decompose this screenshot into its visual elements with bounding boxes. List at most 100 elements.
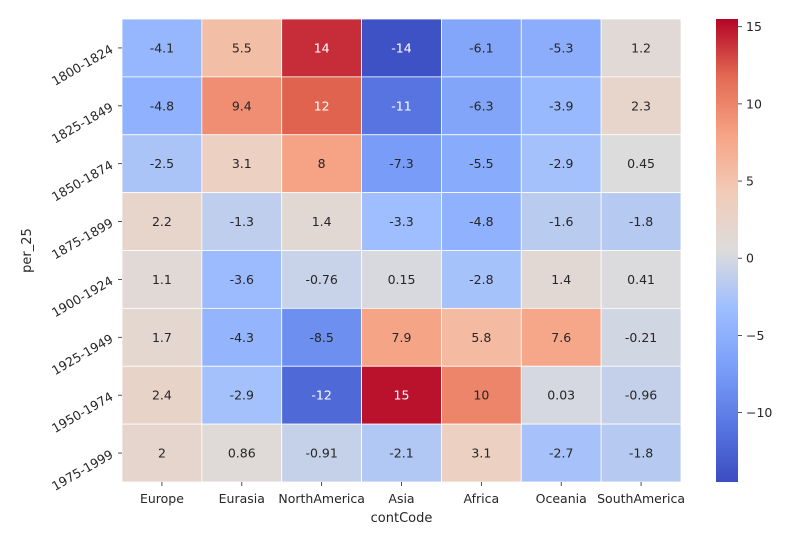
cell-value-label: -2.8 bbox=[469, 272, 493, 287]
cell-value-label: -3.9 bbox=[549, 98, 573, 113]
heatmap-cell bbox=[520, 76, 602, 136]
heatmap-cell bbox=[520, 134, 602, 194]
cell-value-label: -3.6 bbox=[230, 272, 254, 287]
heatmap-cell bbox=[520, 18, 602, 78]
heatmap-cell bbox=[361, 423, 442, 483]
heatmap-cell bbox=[600, 134, 682, 194]
cell-value-label: 2.3 bbox=[631, 98, 651, 113]
heatmap-cell bbox=[281, 76, 362, 136]
heatmap-cell bbox=[520, 365, 602, 425]
cell-value-label: 12 bbox=[314, 98, 330, 113]
x-tick-label: Eurasia bbox=[219, 491, 265, 506]
y-axis-ticks: 1800-1824 1825-1849 1850-1874 1875-1899 1900… bbox=[49, 42, 122, 494]
cell-value-label: 14 bbox=[314, 40, 330, 55]
heatmap-cell bbox=[441, 18, 522, 78]
colorbar-tick-label: 10 bbox=[746, 96, 762, 111]
cell-value-label: 2.4 bbox=[152, 388, 172, 403]
cell-value-label: 2 bbox=[158, 446, 166, 461]
cell-value-label: -0.91 bbox=[305, 446, 337, 461]
heatmap-cell bbox=[600, 365, 682, 425]
cell-value-label: -12 bbox=[311, 388, 331, 403]
y-tick-label: 1825-1849 bbox=[49, 99, 116, 146]
cell-value-label: 0.86 bbox=[228, 446, 256, 461]
cell-value-label: -4.3 bbox=[230, 330, 254, 345]
cell-value-label: -1.8 bbox=[629, 446, 653, 461]
heatmap-cell bbox=[361, 307, 442, 367]
cell-value-label: 1.4 bbox=[312, 214, 332, 229]
cell-value-label: -0.21 bbox=[625, 330, 657, 345]
heatmap-cell bbox=[281, 307, 362, 367]
heatmap-cell-labels: -4.1 5.5 14 -14 -6.1 -5.3 1.2 -4.8 9.4 12 -11 -6.3 -… bbox=[150, 40, 658, 460]
cell-value-label: 8 bbox=[318, 156, 326, 171]
heatmap-cell bbox=[600, 250, 682, 309]
cell-value-label: 15 bbox=[394, 388, 410, 403]
x-tick-label: Europe bbox=[140, 491, 184, 506]
cell-value-label: -4.8 bbox=[469, 214, 493, 229]
cell-value-label: 1.7 bbox=[152, 330, 172, 345]
cell-value-label: 0.15 bbox=[388, 272, 416, 287]
heatmap-cell bbox=[201, 307, 283, 367]
cell-value-label: -7.3 bbox=[389, 156, 413, 171]
cell-value-label: -6.3 bbox=[469, 98, 493, 113]
x-tick-label: Asia bbox=[388, 491, 414, 506]
heatmap-cell bbox=[600, 192, 682, 251]
cell-value-label: -1.3 bbox=[230, 214, 254, 229]
cell-value-label: 3.1 bbox=[232, 156, 252, 171]
x-tick-label: NorthAmerica bbox=[278, 491, 365, 506]
heatmap-cell bbox=[121, 192, 203, 251]
cell-value-label: 9.4 bbox=[232, 98, 252, 113]
heatmap-cell bbox=[361, 365, 442, 425]
cell-value-label: -4.8 bbox=[150, 98, 174, 113]
cell-value-label: 1.4 bbox=[551, 272, 571, 287]
colorbar-tick-label: 15 bbox=[746, 19, 762, 34]
y-axis-title: per_25 bbox=[20, 228, 35, 273]
cell-value-label: -5.3 bbox=[549, 40, 573, 55]
heatmap-cell bbox=[441, 76, 522, 136]
heatmap-cell bbox=[361, 192, 442, 251]
cell-value-label: 5.8 bbox=[471, 330, 491, 345]
colorbar-tick-label: −5 bbox=[746, 328, 764, 343]
heatmap-cell bbox=[121, 307, 203, 367]
cell-value-label: -2.5 bbox=[150, 156, 174, 171]
heatmap-cell bbox=[121, 250, 203, 309]
cell-value-label: -2.9 bbox=[230, 388, 254, 403]
heatmap-cell bbox=[121, 18, 203, 78]
x-tick-label: Africa bbox=[464, 491, 500, 506]
heatmap-cell bbox=[201, 134, 283, 194]
heatmap-cell bbox=[441, 134, 522, 194]
cell-value-label: -2.7 bbox=[549, 446, 573, 461]
cell-value-label: 5.5 bbox=[232, 40, 252, 55]
heatmap-cell bbox=[281, 134, 362, 194]
heatmap-cell bbox=[600, 76, 682, 136]
heatmap-cell bbox=[441, 423, 522, 483]
cell-value-label: -5.5 bbox=[469, 156, 493, 171]
colorbar-tick-label: 0 bbox=[746, 251, 754, 266]
heatmap-cells bbox=[121, 18, 682, 483]
heatmap-cell bbox=[520, 423, 602, 483]
cell-value-label: -11 bbox=[391, 98, 411, 113]
heatmap-cell bbox=[281, 18, 362, 78]
cell-value-label: 2.2 bbox=[152, 214, 172, 229]
heatmap-cell bbox=[520, 192, 602, 251]
x-tick-label: Oceania bbox=[536, 491, 587, 506]
y-tick-label: 1875-1899 bbox=[49, 215, 116, 262]
cell-value-label: -14 bbox=[391, 40, 411, 55]
heatmap-cell bbox=[201, 423, 283, 483]
cell-value-label: 1.2 bbox=[631, 40, 651, 55]
y-tick-label: 1900-1924 bbox=[49, 273, 116, 320]
x-axis-title: contCode bbox=[371, 511, 433, 526]
colorbar-ticks: −10 −5 0 5 10 15 bbox=[738, 19, 772, 420]
cell-value-label: 3.1 bbox=[471, 446, 491, 461]
heatmap-cell bbox=[600, 423, 682, 483]
cell-value-label: 7.9 bbox=[392, 330, 412, 345]
heatmap-cell bbox=[600, 307, 682, 367]
y-tick-label: 1925-1949 bbox=[49, 331, 116, 378]
cell-value-label: -0.96 bbox=[625, 388, 657, 403]
cell-value-label: 0.41 bbox=[627, 272, 655, 287]
cell-value-label: -0.76 bbox=[305, 272, 337, 287]
y-tick-label: 1850-1874 bbox=[49, 157, 116, 204]
heatmap-cell bbox=[361, 18, 442, 78]
cell-value-label: -2.1 bbox=[389, 446, 413, 461]
heatmap-cell bbox=[281, 365, 362, 425]
